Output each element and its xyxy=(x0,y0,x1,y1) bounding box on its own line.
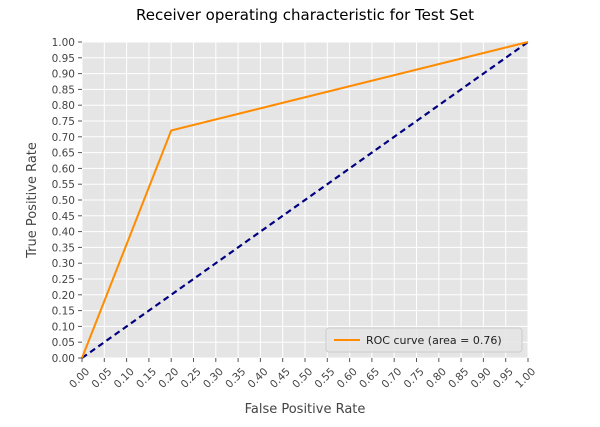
y-tick-label: 0.90 xyxy=(52,69,75,81)
y-tick-label: 0.45 xyxy=(52,211,75,223)
y-tick-label: 0.70 xyxy=(52,132,75,144)
y-tick-label: 0.85 xyxy=(52,84,75,96)
chart-title: Receiver operating characteristic for Te… xyxy=(136,6,474,24)
y-tick-label: 0.20 xyxy=(52,290,75,302)
y-tick-label: 0.30 xyxy=(52,258,75,270)
y-tick-label: 0.95 xyxy=(52,53,75,65)
x-axis-label: False Positive Rate xyxy=(245,402,366,417)
legend-label-roc: ROC curve (area = 0.76) xyxy=(366,334,502,347)
y-tick-label: 0.65 xyxy=(52,148,75,160)
y-tick-label: 0.80 xyxy=(52,100,75,112)
diagonal-reference-line xyxy=(81,41,529,359)
y-tick-label: 1.00 xyxy=(52,37,75,49)
y-axis-label: True Positive Rate xyxy=(25,142,40,259)
y-tick-label: 0.25 xyxy=(52,274,75,286)
y-tick-label: 0.55 xyxy=(52,179,75,191)
grid xyxy=(81,41,529,359)
y-tick-label: 0.35 xyxy=(52,242,75,254)
y-tick-label: 0.40 xyxy=(52,227,75,239)
roc-curve-line xyxy=(81,41,529,359)
legend-box xyxy=(325,327,523,353)
y-tick-label: 0.00 xyxy=(52,353,75,365)
y-tick-label: 0.15 xyxy=(52,306,75,318)
y-tick-label: 0.60 xyxy=(52,163,75,175)
series-layer xyxy=(81,41,529,359)
legend: ROC curve (area = 0.76) xyxy=(325,327,523,353)
y-tick-label: 0.10 xyxy=(52,321,75,333)
y-tick-label: 0.50 xyxy=(52,195,75,207)
y-tick-label: 0.05 xyxy=(52,337,75,349)
y-axis-ticks: 0.00 0.05 0.10 0.15 0.20 0.25 0.30 0.35 0.40 0.45… xyxy=(52,37,82,365)
y-tick-label: 0.75 xyxy=(52,116,75,128)
